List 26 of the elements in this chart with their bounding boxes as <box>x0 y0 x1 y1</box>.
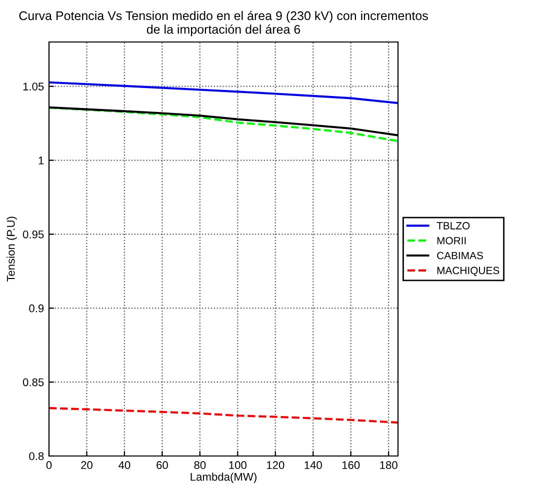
legend-label: CABIMAS <box>437 252 483 260</box>
x-tick-label: 80 <box>194 461 206 470</box>
line-series <box>49 81 398 104</box>
line-series <box>49 106 398 142</box>
legend-label: MORII <box>437 236 466 244</box>
chart-title: Curva Potencia Vs Tension medido en el área 9 (230 kV) con incrementos de la importación del área 6 <box>19 10 428 36</box>
x-tick-label: 0 <box>46 461 52 470</box>
y-tick-label: 1.05 <box>23 82 44 90</box>
x-tick-label: 100 <box>229 461 246 470</box>
y-axis-title: Tension (P.U) <box>6 216 17 282</box>
line-series <box>49 407 398 424</box>
x-axis-title: Lambda(MW) <box>190 472 256 483</box>
x-tick-label: 160 <box>342 461 360 470</box>
y-tick-label: 1 <box>38 156 44 164</box>
legend-label: MACHIQUES <box>437 266 500 276</box>
x-tick-label: 40 <box>118 461 130 470</box>
x-tick-label: 60 <box>156 461 168 470</box>
y-tick-label: 0.9 <box>29 304 44 312</box>
x-tick-label: 180 <box>380 461 398 470</box>
y-tick-label: 0.8 <box>29 452 44 460</box>
x-tick-label: 120 <box>266 461 284 470</box>
y-tick-label: 0.85 <box>22 378 44 386</box>
x-tick-label: 140 <box>304 461 322 470</box>
legend-label: TBLZO <box>436 222 470 230</box>
y-tick-label: 0.95 <box>22 230 44 238</box>
x-tick-label: 20 <box>81 461 92 470</box>
